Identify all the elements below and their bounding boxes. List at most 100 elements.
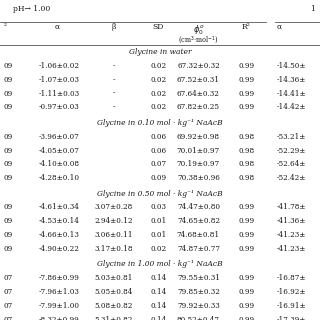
Text: 3.07±0.28: 3.07±0.28	[94, 204, 133, 212]
Text: 0.98: 0.98	[238, 147, 254, 155]
Text: 09: 09	[3, 245, 12, 253]
Text: $\phi_0^o$: $\phi_0^o$	[193, 24, 204, 37]
Text: 74.87±0.77: 74.87±0.77	[177, 245, 220, 253]
Text: 07: 07	[3, 288, 12, 296]
Text: R²: R²	[242, 23, 251, 31]
Text: -41.78±: -41.78±	[277, 204, 306, 212]
Text: 0.98: 0.98	[238, 160, 254, 168]
Text: 0.02: 0.02	[150, 76, 166, 84]
Text: 09: 09	[3, 160, 12, 168]
Text: 09: 09	[3, 90, 12, 98]
Text: -4.66±0.13: -4.66±0.13	[39, 231, 80, 239]
Text: 0.01: 0.01	[150, 217, 166, 225]
Text: 0.02: 0.02	[150, 90, 166, 98]
Text: 0.06: 0.06	[150, 147, 166, 155]
Text: 3.17±0.18: 3.17±0.18	[94, 245, 133, 253]
Text: -16.91±: -16.91±	[277, 302, 307, 310]
Text: -1.07±0.03: -1.07±0.03	[39, 76, 80, 84]
Text: Glycine in 1.00 mol · kg⁻¹ NaAcB: Glycine in 1.00 mol · kg⁻¹ NaAcB	[97, 260, 223, 268]
Text: Glycine in 0.50 mol · kg⁻¹ NaAcB: Glycine in 0.50 mol · kg⁻¹ NaAcB	[97, 190, 223, 198]
Text: -14.36±: -14.36±	[277, 76, 306, 84]
Text: ²: ²	[3, 23, 6, 31]
Text: -52.42±: -52.42±	[277, 174, 306, 182]
Text: -7.99±1.00: -7.99±1.00	[39, 302, 80, 310]
Text: -1.06±0.02: -1.06±0.02	[39, 62, 80, 70]
Text: 74.47±0.80: 74.47±0.80	[177, 204, 220, 212]
Text: 0.99: 0.99	[238, 90, 254, 98]
Text: 0.07: 0.07	[150, 160, 166, 168]
Text: 67.64±0.32: 67.64±0.32	[177, 90, 220, 98]
Text: 09: 09	[3, 103, 12, 111]
Text: 5.03±0.81: 5.03±0.81	[94, 274, 133, 282]
Text: -: -	[112, 76, 115, 84]
Text: 07: 07	[3, 274, 12, 282]
Text: 70.01±0.97: 70.01±0.97	[177, 147, 220, 155]
Text: 09: 09	[3, 217, 12, 225]
Text: -: -	[112, 90, 115, 98]
Text: -7.96±1.03: -7.96±1.03	[39, 288, 80, 296]
Text: 2.94±0.12: 2.94±0.12	[94, 217, 133, 225]
Text: 79.85±0.32: 79.85±0.32	[177, 288, 220, 296]
Text: -7.86±0.99: -7.86±0.99	[39, 274, 80, 282]
Text: 09: 09	[3, 62, 12, 70]
Text: 0.06: 0.06	[150, 133, 166, 141]
Text: 79.55±0.31: 79.55±0.31	[177, 274, 220, 282]
Text: 0.14: 0.14	[150, 274, 166, 282]
Text: -1.11±0.03: -1.11±0.03	[39, 90, 80, 98]
Text: -41.23±: -41.23±	[277, 231, 306, 239]
Text: 0.14: 0.14	[150, 316, 166, 320]
Text: 0.99: 0.99	[238, 288, 254, 296]
Text: -: -	[112, 103, 115, 111]
Text: -41.23±: -41.23±	[277, 245, 306, 253]
Text: α: α	[277, 23, 282, 31]
Text: 09: 09	[3, 133, 12, 141]
Text: -16.92±: -16.92±	[277, 288, 306, 296]
Text: 74.65±0.82: 74.65±0.82	[177, 217, 220, 225]
Text: 09: 09	[3, 174, 12, 182]
Text: 70.19±0.97: 70.19±0.97	[177, 160, 220, 168]
Text: α: α	[55, 23, 60, 31]
Text: -14.50±: -14.50±	[277, 62, 306, 70]
Text: 79.92±0.33: 79.92±0.33	[177, 302, 220, 310]
Text: -3.96±0.07: -3.96±0.07	[39, 133, 80, 141]
Text: -: -	[112, 62, 115, 70]
Text: (cm$^3$$\cdot$mol$^{-1}$): (cm$^3$$\cdot$mol$^{-1}$)	[178, 34, 219, 46]
Text: 67.82±0.25: 67.82±0.25	[177, 103, 220, 111]
Text: 0.99: 0.99	[238, 62, 254, 70]
Text: 0.98: 0.98	[238, 133, 254, 141]
Text: 09: 09	[3, 204, 12, 212]
Text: 09: 09	[3, 147, 12, 155]
Text: -4.90±0.22: -4.90±0.22	[39, 245, 80, 253]
Text: -14.41±: -14.41±	[277, 90, 307, 98]
Text: 0.99: 0.99	[238, 103, 254, 111]
Text: 67.32±0.32: 67.32±0.32	[177, 62, 220, 70]
Text: β: β	[111, 23, 116, 31]
Text: -4.28±0.10: -4.28±0.10	[39, 174, 80, 182]
Text: 67.52±0.31: 67.52±0.31	[177, 76, 220, 84]
Text: -4.05±0.07: -4.05±0.07	[39, 147, 80, 155]
Text: -4.10±0.08: -4.10±0.08	[39, 160, 80, 168]
Text: 69.92±0.98: 69.92±0.98	[177, 133, 220, 141]
Text: 0.14: 0.14	[150, 302, 166, 310]
Text: -4.61±0.34: -4.61±0.34	[39, 204, 80, 212]
Text: 1: 1	[310, 5, 315, 13]
Text: 0.02: 0.02	[150, 103, 166, 111]
Text: 5.08±0.82: 5.08±0.82	[94, 302, 133, 310]
Text: 74.68±0.81: 74.68±0.81	[177, 231, 220, 239]
Text: 0.09: 0.09	[150, 174, 166, 182]
Text: 09: 09	[3, 231, 12, 239]
Text: 3.06±0.11: 3.06±0.11	[94, 231, 133, 239]
Text: -0.97±0.03: -0.97±0.03	[39, 103, 80, 111]
Text: Glycine in water: Glycine in water	[129, 48, 191, 56]
Text: -14.42±: -14.42±	[277, 103, 306, 111]
Text: 0.02: 0.02	[150, 62, 166, 70]
Text: 0.03: 0.03	[150, 204, 166, 212]
Text: -4.53±0.14: -4.53±0.14	[39, 217, 80, 225]
Text: 70.38±0.96: 70.38±0.96	[177, 174, 220, 182]
Text: -16.87±: -16.87±	[277, 274, 306, 282]
Text: 0.14: 0.14	[150, 288, 166, 296]
Text: -8.32±0.99: -8.32±0.99	[39, 316, 80, 320]
Text: Glycine in 0.10 mol · kg⁻¹ NaAcB: Glycine in 0.10 mol · kg⁻¹ NaAcB	[97, 119, 223, 127]
Text: -52.64±: -52.64±	[277, 160, 306, 168]
Text: 0.99: 0.99	[238, 204, 254, 212]
